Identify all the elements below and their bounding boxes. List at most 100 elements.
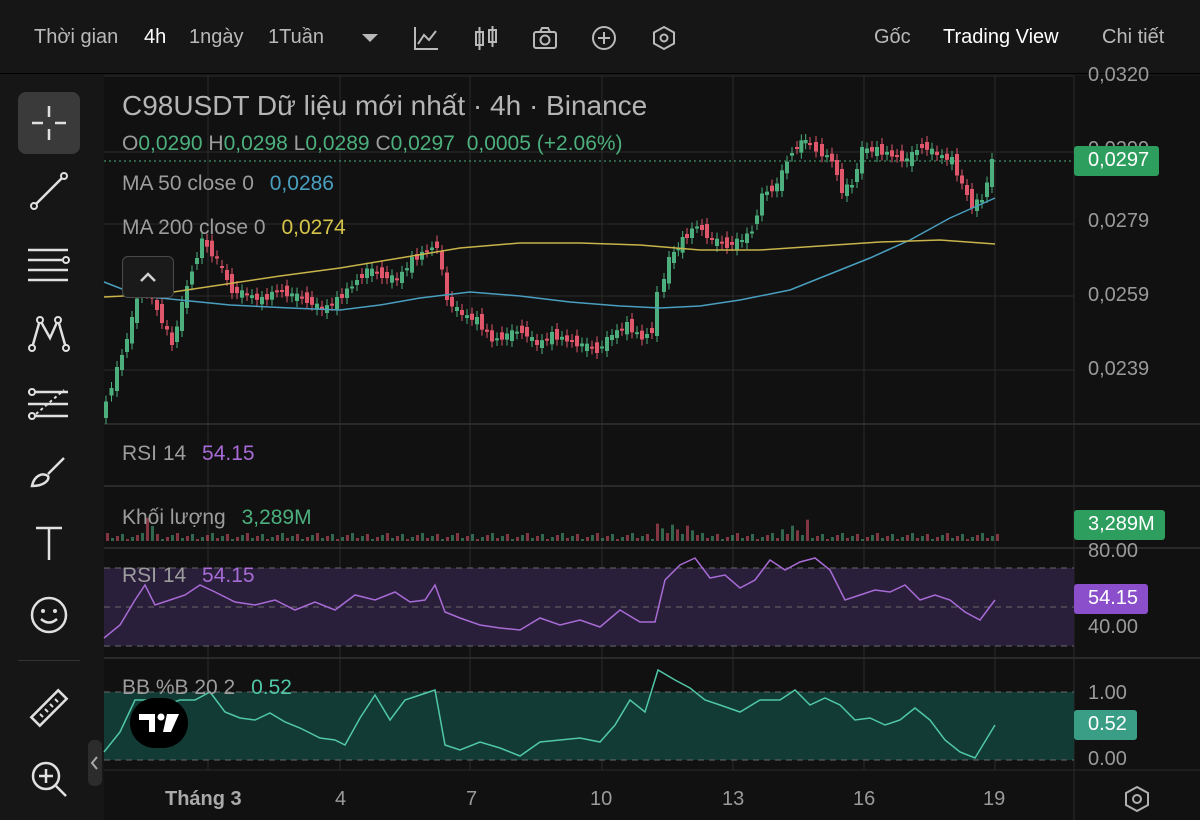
volume-bar [596,533,599,541]
candlestick-icon[interactable] [472,24,500,52]
fib-retracement-tool[interactable] [18,372,80,434]
candle-body [535,340,539,345]
interval-1week[interactable]: 1Tuần [268,26,324,48]
volume-bar [391,538,394,541]
rsi-collapsed-legend[interactable]: RSI 14 54.15 [122,442,255,466]
volume-bar [966,539,969,541]
axis-settings-icon[interactable] [1122,784,1152,814]
volume-bar [501,536,504,541]
volume-bar [636,538,639,541]
volume-bar [196,539,199,541]
drawing-toolbar [0,76,98,820]
candle-body [370,268,374,276]
trend-line-icon [30,172,68,210]
ma50-line [103,197,996,311]
rsi-value: 54.15 [202,564,255,587]
candle-body [795,147,799,149]
candle-body [280,290,284,292]
brush-tool[interactable] [18,442,80,504]
current-price-badge: 0,0297 [1074,146,1160,176]
volume-bar [341,537,344,541]
candle-body [803,140,808,144]
interval-dropdown-icon[interactable] [356,24,384,52]
volume-bar [881,538,884,541]
view-details[interactable]: Chi tiết [1102,26,1165,48]
trend-line-tool[interactable] [18,160,80,222]
volume-bar [801,535,804,541]
volume-bar [746,536,749,541]
pattern-tool[interactable] [18,302,80,364]
candle-body [785,161,789,174]
candle-body [790,153,794,156]
candle-body [930,148,934,155]
volume-bar [626,535,629,541]
volume-bar [826,539,829,541]
volume-bar [856,534,859,541]
camera-icon[interactable] [531,24,559,52]
candle-body [890,150,894,157]
candle-body [445,272,449,300]
volume-bar [806,519,809,541]
hexagon-settings-icon[interactable] [650,24,678,52]
rsi-legend[interactable]: RSI 14 54.15 [122,564,255,588]
crosshair-tool[interactable] [18,92,80,154]
view-original[interactable]: Gốc [874,26,911,48]
bb-tick-0: 0.00 [1088,748,1127,770]
measure-tool[interactable] [18,678,80,740]
volume-bar [496,538,499,541]
legend-collapse-button[interactable] [122,256,174,298]
candle-body [610,335,614,340]
volume-bar [986,538,989,541]
candle-body [630,319,634,333]
volume-bar [571,536,574,541]
candle-body [295,293,299,301]
candle-body [550,332,554,345]
volume-legend[interactable]: Khối lượng 3,289M [122,506,312,530]
volume-bar [916,538,919,541]
candle-body [390,275,394,283]
volume-bar [331,534,334,541]
candle-body [655,292,659,336]
volume-bar [686,525,689,541]
emoji-tool[interactable] [18,584,80,646]
volume-bar [741,538,744,541]
ma200-legend[interactable]: MA 200 close 0 0,0274 [122,216,346,240]
volume-bar [546,539,549,541]
line-chart-icon[interactable] [412,24,440,52]
candle-body [360,274,364,278]
tradingview-logo[interactable] [130,698,188,748]
volume-bar [661,528,664,541]
candle-body [170,332,174,345]
text-tool[interactable] [18,512,80,574]
interval-1day[interactable]: 1ngày [189,26,244,48]
view-trading-view[interactable]: Trading View [943,26,1059,48]
volume-bar [376,537,379,541]
volume-bar [716,534,719,541]
candle-body [915,150,919,155]
volume-bar [371,539,374,541]
candle-body [235,287,239,294]
candle-body [200,238,204,258]
zoom-tool[interactable] [18,748,80,810]
volume-bar [991,536,994,541]
candle-body [955,154,959,176]
interval-4h[interactable]: 4h [144,26,167,48]
volume-bar [366,534,369,541]
candle-body [920,144,924,148]
candle-body [225,270,229,280]
volume-bar [911,533,914,541]
rsi-tick-80: 80.00 [1088,540,1139,562]
horizontal-lines-tool[interactable] [18,232,80,294]
plus-circle-icon[interactable] [590,24,618,52]
ma200-line [103,239,996,298]
candle-body [745,233,749,243]
candle-body [865,148,869,153]
candle-body [470,313,474,320]
toolbar-collapse-handle[interactable] [88,740,102,786]
volume-bar [526,533,529,541]
candle-body [115,367,119,391]
volume-bar [721,539,724,541]
bb-legend[interactable]: BB %B 20 2 0.52 [122,676,292,700]
candle-body [870,147,874,152]
ma50-legend[interactable]: MA 50 close 0 0,0286 [122,172,334,196]
